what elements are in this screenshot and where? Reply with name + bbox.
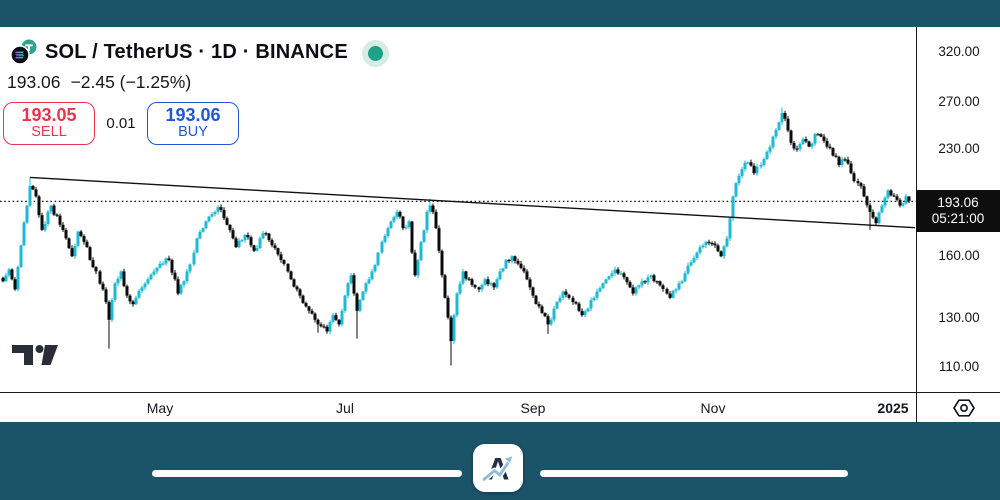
- price-axis-label: 160.00: [938, 248, 980, 264]
- pair-logo-icon: [7, 38, 39, 66]
- time-axis-label: Jul: [336, 400, 354, 416]
- symbol-title: SOL / TetherUS · 1D · BINANCE: [45, 40, 348, 63]
- last-price-badge: 193.06 05:21:00: [916, 190, 1000, 232]
- axis-settings-button[interactable]: [942, 393, 986, 423]
- price-change: −2.45 (−1.25%): [70, 72, 192, 92]
- sell-button[interactable]: 193.05 SELL: [3, 102, 95, 145]
- left-divider-pill: [152, 470, 462, 477]
- time-axis[interactable]: 2025 Nov Sep Jul May: [0, 392, 1000, 423]
- gear-icon: [953, 399, 975, 417]
- spread-value: 0.01: [106, 115, 136, 132]
- price-change-row: 193.06 −2.45 (−1.25%): [7, 72, 191, 93]
- time-axis-label: Sep: [520, 400, 546, 416]
- time-axis-label: May: [146, 400, 174, 416]
- badge-countdown: 05:21:00: [931, 211, 985, 226]
- price-axis-label: 130.00: [938, 309, 980, 325]
- sell-label: SELL: [31, 124, 67, 141]
- price-axis-label: 320.00: [938, 43, 980, 59]
- last-price: 193.06: [7, 72, 61, 92]
- order-buttons-row: 193.05 SELL 0.01 193.06 BUY: [3, 102, 239, 145]
- buy-label: BUY: [178, 124, 208, 141]
- time-axis-label: 2025: [877, 400, 909, 416]
- top-frame-bar: [0, 0, 1000, 27]
- market-status-button[interactable]: [362, 40, 389, 67]
- badge-price: 193.06: [937, 195, 979, 211]
- app-logo-badge: A: [473, 444, 523, 492]
- axis-corner-divider: [916, 393, 917, 423]
- time-axis-label: Nov: [700, 400, 726, 416]
- buy-button[interactable]: 193.06 BUY: [147, 102, 239, 145]
- sell-price: 193.05: [21, 105, 77, 126]
- market-open-dot-icon: [368, 46, 383, 61]
- price-axis-label: 230.00: [938, 141, 980, 157]
- price-axis-label: 270.00: [938, 93, 980, 109]
- symbol-header[interactable]: SOL / TetherUS · 1D · BINANCE: [7, 38, 348, 66]
- svg-text:A: A: [487, 450, 510, 486]
- right-divider-pill: [540, 470, 848, 477]
- price-axis-label: 110.00: [938, 358, 980, 374]
- app-a-arrow-icon: A: [480, 450, 515, 486]
- price-chart-canvas[interactable]: [0, 27, 916, 392]
- buy-price: 193.06: [165, 105, 221, 126]
- tradingview-logo-icon: [12, 344, 58, 371]
